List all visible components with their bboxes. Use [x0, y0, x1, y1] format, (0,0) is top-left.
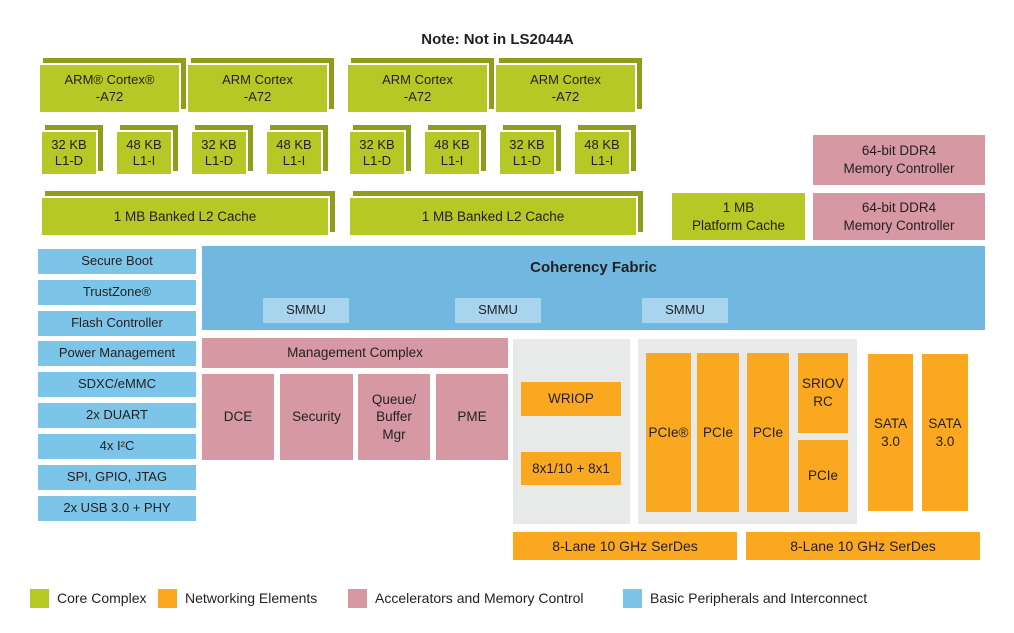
platform-cache-block: 1 MB Platform Cache: [672, 193, 805, 240]
legend-swatch-accelerators: [348, 588, 367, 608]
l1-cache-label: 48 KB L1-I: [573, 130, 631, 176]
smmu-block: SMMU: [642, 298, 728, 323]
pcie-block: PCIe®: [646, 353, 691, 512]
peripheral-item-power-management: Power Management: [38, 341, 196, 366]
ddr-memory-controller-block: 64-bit DDR4 Memory Controller: [813, 135, 985, 185]
accelerator-block-security: Security: [280, 374, 353, 460]
peripheral-item-flash-controller: Flash Controller: [38, 311, 196, 336]
l2-cache-label: 1 MB Banked L2 Cache: [348, 196, 638, 237]
peripheral-item-trustzone: TrustZone®: [38, 280, 196, 305]
arm-core-label: ARM Cortex -A72: [346, 63, 489, 114]
arm-core-block: ARM® Cortex® -A72: [38, 58, 186, 114]
serdes-bar: 8-Lane 10 GHz SerDes: [513, 532, 737, 560]
l1-cache-label: 32 KB L1-D: [40, 130, 98, 176]
l1-cache-block: 32 KB L1-D: [190, 125, 253, 176]
arm-core-block: ARM Cortex -A72: [346, 58, 494, 114]
arm-core-block: ARM Cortex -A72: [494, 58, 642, 114]
l1-cache-label: 48 KB L1-I: [115, 130, 173, 176]
wriop-block: WRIOP: [521, 382, 621, 416]
legend-item: Accelerators and Memory Control: [348, 588, 584, 608]
l2-cache-label: 1 MB Banked L2 Cache: [40, 196, 330, 237]
note-text: Note: Not in LS2044A: [421, 31, 574, 48]
sata-block: SATA 3.0: [868, 354, 913, 511]
l1-cache-label: 48 KB L1-I: [265, 130, 323, 176]
arm-core-label: ARM Cortex -A72: [494, 63, 637, 114]
legend-label: Accelerators and Memory Control: [375, 590, 584, 606]
l2-cache-block: 1 MB Banked L2 Cache: [40, 191, 335, 237]
legend-label: Core Complex: [57, 590, 147, 606]
l2-cache-block: 1 MB Banked L2 Cache: [348, 191, 643, 237]
accelerator-block-pme: PME: [436, 374, 508, 460]
legend-item: Basic Peripherals and Interconnect: [623, 588, 867, 608]
l1-cache-label: 32 KB L1-D: [498, 130, 556, 176]
l1-cache-label: 32 KB L1-D: [190, 130, 248, 176]
l1-cache-label: 32 KB L1-D: [348, 130, 406, 176]
management-complex-header: Management Complex: [202, 338, 508, 368]
arm-core-block: ARM Cortex -A72: [186, 58, 334, 114]
legend-item: Core Complex: [30, 588, 146, 608]
l1-cache-block: 48 KB L1-I: [573, 125, 636, 176]
l1-cache-block: 48 KB L1-I: [265, 125, 328, 176]
peripheral-item-i2c: 4x I²C: [38, 434, 196, 459]
l1-cache-block: 48 KB L1-I: [423, 125, 486, 176]
legend-swatch-peripherals: [623, 588, 642, 608]
peripheral-item-duart: 2x DUART: [38, 403, 196, 428]
arm-core-label: ARM Cortex -A72: [186, 63, 329, 114]
l1-cache-block: 48 KB L1-I: [115, 125, 178, 176]
sata-block: SATA 3.0: [922, 354, 968, 511]
smmu-block: SMMU: [263, 298, 349, 323]
wriop-container: [513, 339, 630, 524]
l1-cache-label: 48 KB L1-I: [423, 130, 481, 176]
accelerator-block-queue-buffer-mgr: Queue/ Buffer Mgr: [358, 374, 430, 460]
pcie-block: PCIe: [697, 353, 739, 512]
pcie-block: PCIe: [798, 440, 848, 512]
accelerator-block-dce: DCE: [202, 374, 274, 460]
legend-label: Networking Elements: [185, 590, 318, 606]
smmu-block: SMMU: [455, 298, 541, 323]
legend-label: Basic Peripherals and Interconnect: [650, 590, 868, 606]
l1-cache-block: 32 KB L1-D: [498, 125, 561, 176]
pcie-block: PCIe: [747, 353, 789, 512]
legend-swatch-core-complex: [30, 588, 49, 608]
ethernet-lanes-block: 8x1/10 + 8x1: [521, 452, 621, 485]
legend-swatch-networking: [158, 588, 177, 608]
peripheral-item-sdxc-emmc: SDXC/eMMC: [38, 372, 196, 397]
legend-item: Networking Elements: [158, 588, 317, 608]
peripheral-item-spi-gpio-jtag: SPI, GPIO, JTAG: [38, 465, 196, 490]
sriov-rc-block: SRIOV RC: [798, 353, 848, 433]
ddr-memory-controller-block: 64-bit DDR4 Memory Controller: [813, 193, 985, 240]
peripheral-item-secure-boot: Secure Boot: [38, 249, 196, 274]
serdes-bar: 8-Lane 10 GHz SerDes: [746, 532, 980, 560]
l1-cache-block: 32 KB L1-D: [40, 125, 103, 176]
l1-cache-block: 32 KB L1-D: [348, 125, 411, 176]
peripheral-item-usb: 2x USB 3.0 + PHY: [38, 496, 196, 521]
arm-core-label: ARM® Cortex® -A72: [38, 63, 181, 114]
coherency-fabric-title: Coherency Fabric: [530, 259, 657, 276]
